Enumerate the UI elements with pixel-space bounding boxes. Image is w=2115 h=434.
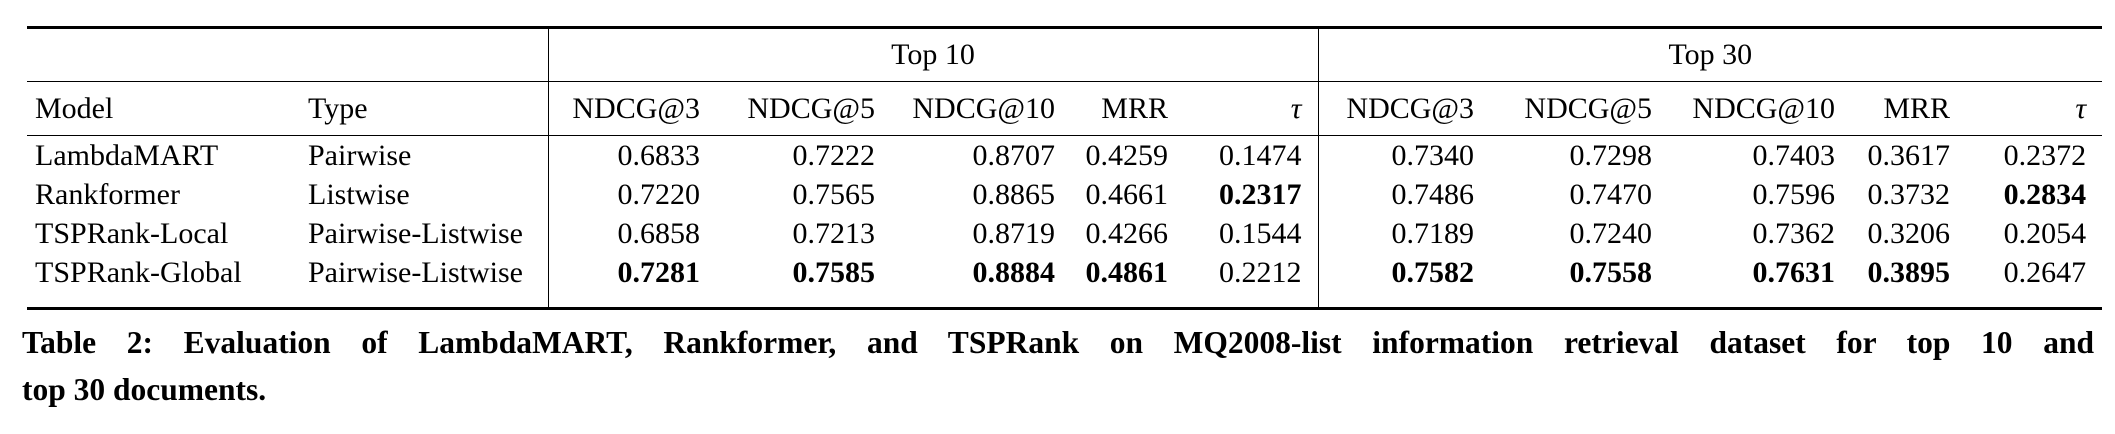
- metric-value-cell: 0.2372: [1966, 135, 2103, 175]
- model-cell: LambdaMART: [27, 135, 300, 175]
- metric-value-cell: 0.7631: [1752, 255, 1836, 289]
- column-header-row: Model Type NDCG@3 NDCG@5 NDCG@10 MRR τ N…: [27, 81, 2103, 136]
- metric-value-cell: 0.3617: [1851, 135, 1967, 175]
- column-header-ndcg5-top30: NDCG@5: [1490, 81, 1669, 136]
- model-cell: TSPRank-Local: [35, 216, 229, 250]
- metric-value-cell: 0.7486: [1317, 175, 1491, 214]
- type-cell: Listwise: [308, 177, 410, 211]
- metric-value-cell: 0.2647: [2003, 255, 2087, 289]
- column-header-mrr-top10: MRR: [1071, 81, 1184, 136]
- table-caption-line1: Table 2: Evaluation of LambdaMART, Rankf…: [22, 325, 2094, 360]
- metric-value-cell: 0.6858: [547, 214, 716, 253]
- table-row-rankformer: Rankformer Listwise 0.7220 0.7565 0.8865…: [27, 175, 2102, 214]
- type-cell: Pairwise-Listwise: [308, 216, 523, 250]
- metric-value-cell: 0.4266: [1085, 216, 1169, 250]
- column-header-tau-top30: τ: [1966, 81, 2103, 136]
- metric-value-cell: 0.7220: [547, 175, 716, 214]
- metric-value-cell: 0.7213: [792, 216, 876, 250]
- metric-value-cell: 0.3895: [1867, 255, 1951, 289]
- table-caption-line2: top 30 documents.: [22, 372, 267, 407]
- metric-value-cell: 0.2834: [2003, 177, 2087, 211]
- metric-value-cell: 0.8884: [972, 255, 1056, 289]
- column-header-tau-top10: τ: [1184, 81, 1319, 136]
- metric-value-cell: 0.4861: [1085, 255, 1169, 289]
- group-header-top30: Top 30: [1317, 27, 2103, 82]
- table-caption: Table 2: Evaluation of LambdaMART, Rankf…: [22, 319, 2094, 413]
- metric-value-cell: 0.6833: [547, 135, 716, 175]
- metric-value-cell: 0.7189: [1317, 214, 1491, 253]
- metric-value-cell: 0.7585: [792, 255, 876, 289]
- metric-value-cell: 0.8865: [972, 177, 1056, 211]
- metric-value-cell: 0.4661: [1085, 177, 1169, 211]
- column-header-ndcg5-top10: NDCG@5: [716, 81, 891, 136]
- column-header-ndcg10-top10: NDCG@10: [891, 81, 1071, 136]
- metric-value-cell: 0.8707: [891, 135, 1071, 175]
- type-cell: Pairwise: [300, 135, 548, 175]
- table-row-lambdamart: LambdaMART Pairwise 0.6833 0.7222 0.8707…: [27, 135, 2103, 175]
- column-header-ndcg10-top30: NDCG@10: [1668, 81, 1852, 136]
- results-table: Top 10 Top 30 Model Type NDCG@3 NDCG@5 N…: [27, 26, 2103, 310]
- column-header-type: Type: [300, 81, 548, 136]
- metric-value-cell: 0.7281: [547, 253, 716, 309]
- metric-value-cell: 0.7362: [1752, 216, 1836, 250]
- table-row-tsprank-local: TSPRank-Local Pairwise-Listwise 0.6858 0…: [27, 214, 2102, 253]
- column-header-ndcg3-top10: NDCG@3: [547, 81, 716, 136]
- metric-value-cell: 0.2054: [2003, 216, 2087, 250]
- metric-value-cell: 0.7565: [792, 177, 876, 211]
- group-header-top10: Top 10: [547, 27, 1319, 82]
- column-header-ndcg3-top30: NDCG@3: [1317, 81, 1491, 136]
- column-header-mrr-top30: MRR: [1851, 81, 1967, 136]
- metric-value-cell: 0.7298: [1490, 135, 1669, 175]
- model-cell: TSPRank-Global: [35, 255, 242, 289]
- metric-value-cell: 0.7403: [1668, 135, 1852, 175]
- group-header-row: Top 10 Top 30: [27, 27, 2103, 82]
- metric-value-cell: 0.1474: [1184, 135, 1319, 175]
- metric-value-cell: 0.7470: [1569, 177, 1653, 211]
- metric-value-cell: 0.4259: [1071, 135, 1184, 175]
- type-cell: Pairwise-Listwise: [308, 255, 523, 289]
- metric-value-cell: 0.2212: [1219, 255, 1302, 289]
- metric-value-cell: 0.7596: [1752, 177, 1836, 211]
- metric-value-cell: 0.7340: [1317, 135, 1491, 175]
- metric-value-cell: 0.1544: [1219, 216, 1302, 250]
- metric-value-cell: 0.7558: [1569, 255, 1653, 289]
- metric-value-cell: 0.7240: [1569, 216, 1653, 250]
- metric-value-cell: 0.3206: [1867, 216, 1951, 250]
- table-row-tsprank-global: TSPRank-Global Pairwise-Listwise 0.7281 …: [27, 253, 2102, 309]
- column-header-model: Model: [27, 81, 300, 136]
- model-cell: Rankformer: [35, 177, 180, 211]
- group-header-spacer: [27, 28, 548, 82]
- metric-value-cell: 0.2317: [1219, 177, 1302, 211]
- metric-value-cell: 0.8719: [972, 216, 1056, 250]
- metric-value-cell: 0.7222: [716, 135, 891, 175]
- metric-value-cell: 0.7582: [1317, 253, 1491, 309]
- metric-value-cell: 0.3732: [1867, 177, 1951, 211]
